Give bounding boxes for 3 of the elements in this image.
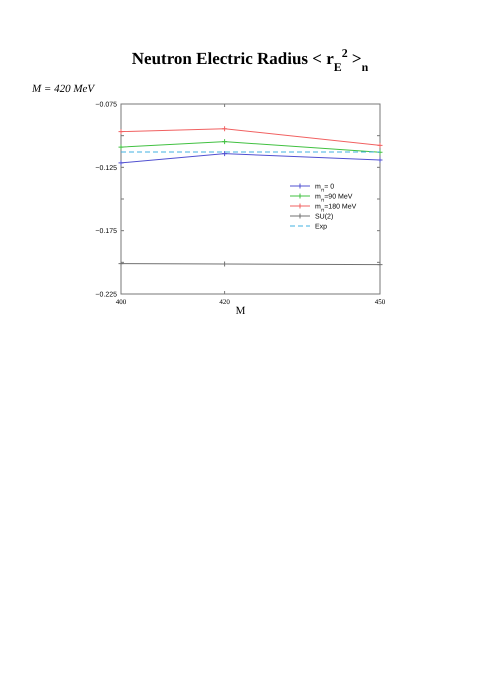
x-axis-title: M <box>236 305 246 317</box>
chart-title: Neutron Electric Radius < r$_{E}$$^{2}$ >$_{n}$ <box>132 46 369 74</box>
text: M = 420 MeV <box>31 83 96 95</box>
